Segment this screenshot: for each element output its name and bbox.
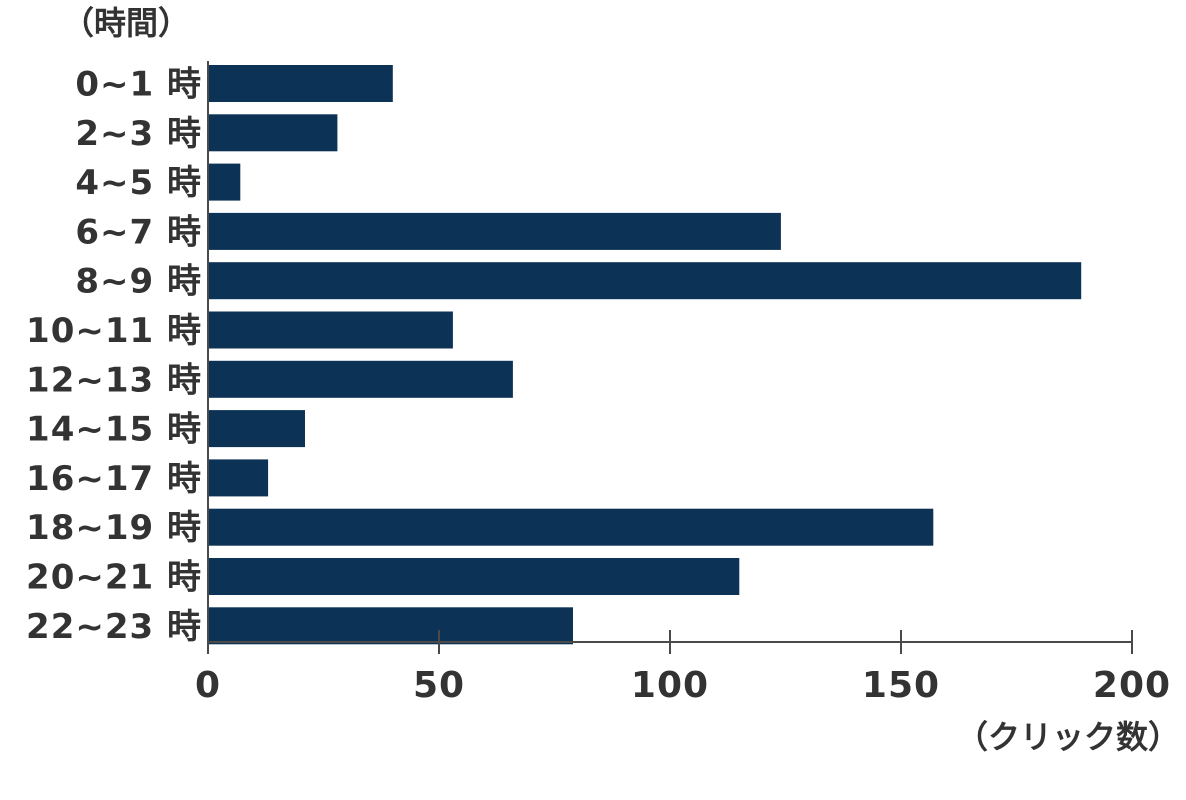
y-tick-label: 10~11 時 bbox=[26, 311, 202, 351]
x-axis-title: （クリック数） bbox=[956, 718, 1180, 756]
x-tick-label: 50 bbox=[413, 665, 465, 706]
bar bbox=[208, 558, 740, 595]
bar bbox=[208, 508, 934, 546]
bar bbox=[208, 360, 513, 398]
bar bbox=[208, 212, 781, 250]
y-axis-title: （時間） bbox=[62, 4, 190, 42]
y-tick-label: 8~9 時 bbox=[75, 262, 202, 302]
x-tick-label: 0 bbox=[195, 665, 221, 706]
bar bbox=[208, 65, 393, 102]
bars-group bbox=[208, 65, 1082, 645]
bar bbox=[208, 607, 573, 645]
bar bbox=[208, 262, 1082, 300]
bar bbox=[208, 163, 241, 201]
x-axis: 0 50 100 150 200 bbox=[195, 61, 1171, 706]
y-tick-label: 12~13 時 bbox=[26, 360, 202, 400]
y-tick-label: 0~1 時 bbox=[75, 65, 202, 105]
x-tick-label: 200 bbox=[1093, 665, 1171, 706]
y-tick-label: 22~23 時 bbox=[26, 607, 202, 647]
bar bbox=[208, 311, 453, 349]
y-tick-label: 18~19 時 bbox=[26, 508, 202, 548]
y-tick-label: 2~3 時 bbox=[75, 114, 202, 154]
x-tick-label: 100 bbox=[631, 665, 709, 706]
bar bbox=[208, 459, 269, 497]
y-tick-label: 14~15 時 bbox=[26, 410, 202, 450]
y-tick-label: 4~5 時 bbox=[75, 163, 202, 203]
x-tick-label: 150 bbox=[862, 665, 940, 706]
y-tick-label: 20~21 時 bbox=[26, 558, 202, 598]
y-tick-labels: 0~1 時 2~3 時 4~5 時 6~7 時 8~9 時 10~11 時 12~13 時 1… bbox=[26, 65, 202, 647]
y-tick-label: 16~17 時 bbox=[26, 459, 202, 499]
bar bbox=[208, 410, 305, 448]
bar bbox=[208, 114, 338, 152]
y-tick-label: 6~7 時 bbox=[75, 212, 202, 252]
